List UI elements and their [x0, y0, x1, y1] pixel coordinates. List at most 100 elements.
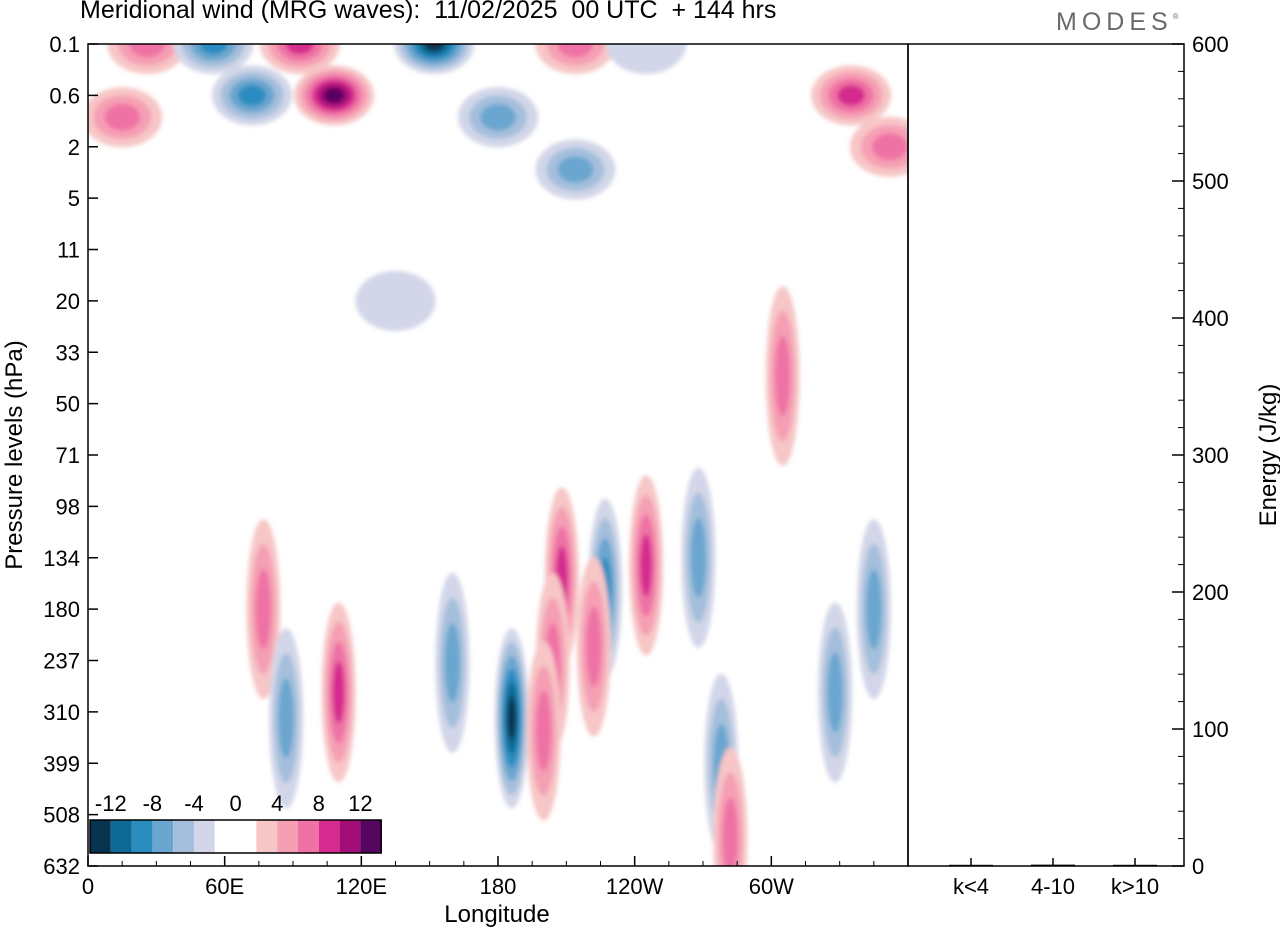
contour-band: [775, 336, 791, 416]
energy-tick-label: 300: [1192, 443, 1229, 468]
colorbar-swatch: [360, 820, 382, 853]
wind-anomaly: [811, 65, 892, 126]
contour-band: [238, 85, 266, 106]
wind-anomaly: [818, 602, 853, 783]
wind-anomaly: [494, 628, 529, 809]
colorbar-swatch: [152, 820, 174, 853]
wind-anomaly: [212, 65, 292, 126]
x-tick-label: 60E: [205, 874, 244, 899]
y-tick-label: 180: [43, 597, 80, 622]
brand-text: MODES: [1056, 8, 1173, 36]
contour-band: [837, 85, 865, 106]
energy-tick-label: 100: [1192, 717, 1229, 742]
wind-anomaly: [294, 65, 374, 126]
energy-category-label: k>10: [1111, 874, 1159, 899]
energy-tick-label: 0: [1192, 854, 1204, 879]
wind-anomaly: [259, 44, 340, 74]
x-axis-title: Longitude: [444, 901, 549, 928]
colorbar-label: -12: [95, 791, 127, 816]
wind-anomaly: [576, 556, 611, 737]
energy-tick-label: 200: [1192, 580, 1229, 605]
wind-anomaly: [355, 270, 436, 331]
colorbar-swatch: [298, 820, 319, 853]
y-tick-label: 33: [56, 340, 80, 365]
wind-anomaly: [88, 87, 163, 148]
y-axis: 0.1 0.6 2 5 11 20 33 50 71 98 134 180 237 310 399 508 63…: [43, 32, 98, 879]
x-tick-label: 180: [480, 874, 517, 899]
contour-band: [606, 44, 687, 74]
colorbar-label: 8: [313, 791, 325, 816]
y-tick-label: 50: [56, 392, 80, 417]
wind-anomaly: [246, 519, 281, 700]
colorbar-label: 0: [229, 791, 241, 816]
chart-title: Meridional wind (MRG waves): 11/02/2025 …: [80, 0, 777, 24]
contour-band: [129, 44, 165, 58]
wind-anomaly: [849, 116, 908, 177]
colorbar-label: 4: [271, 791, 283, 816]
colorbar-label: -8: [143, 791, 163, 816]
x-tick-label: 120W: [606, 874, 664, 899]
wind-anomaly: [606, 44, 687, 74]
energy-axis: 0 100 200 300 400 500 600: [1172, 32, 1229, 879]
colorbar-swatch: [214, 820, 236, 853]
y-axis-title: Pressure levels (hPa): [1, 340, 28, 569]
y-tick-label: 11: [57, 238, 80, 263]
wind-anomaly: [394, 44, 475, 74]
colorbar-swatch: [277, 820, 298, 853]
y-tick-label: 2: [68, 135, 80, 160]
wind-anomaly: [535, 139, 616, 200]
wind-anomaly: [856, 519, 891, 700]
contour-band: [536, 690, 552, 771]
colorbar-swatch: [235, 820, 257, 853]
wind-anomaly: [535, 44, 616, 74]
x-tick-label: 0: [82, 874, 94, 899]
contour-band: [199, 44, 228, 55]
contour-band: [285, 44, 314, 55]
wind-anomaly: [765, 286, 800, 466]
wind-anomaly: [526, 640, 561, 821]
colorbar-swatch: [194, 820, 215, 853]
contour-band: [355, 270, 436, 331]
energy-plot-frame: [907, 43, 1185, 867]
energy-tick-label: 600: [1192, 32, 1229, 57]
y-tick-label: 237: [43, 649, 80, 674]
contour-band: [444, 622, 460, 703]
colorbar-label: -4: [184, 791, 204, 816]
colorbar-swatch: [131, 820, 153, 853]
contour-band: [557, 156, 594, 183]
y-tick-label: 134: [43, 546, 80, 571]
y-tick-label: 310: [43, 700, 80, 725]
colorbar-swatch: [90, 820, 111, 853]
y-tick-label: 399: [43, 751, 80, 776]
contour-band: [332, 661, 345, 724]
wind-anomaly: [173, 44, 254, 74]
energy-axis-title: Energy (J/kg): [1255, 384, 1280, 527]
energy-bars: k<4 4-10 k>10: [949, 858, 1159, 899]
contour-band: [507, 696, 516, 741]
contour-band: [480, 103, 516, 131]
contour-band: [640, 534, 652, 597]
contour-band: [872, 133, 908, 161]
energy-tick-label: 500: [1192, 169, 1229, 194]
wind-anomaly: [269, 628, 304, 809]
contour-band: [324, 88, 344, 103]
contour-band: [104, 103, 140, 131]
energy-category-label: k<4: [953, 874, 989, 899]
wind-anomaly: [713, 747, 748, 866]
contour-band: [690, 517, 707, 598]
wind-field: [88, 44, 908, 866]
wind-anomaly: [435, 572, 470, 753]
wind-anomaly: [629, 475, 664, 656]
contour-band: [866, 569, 882, 650]
y-tick-label: 0.6: [49, 83, 80, 108]
wind-anomaly: [458, 87, 538, 148]
y-tick-label: 632: [43, 854, 80, 879]
colorbar-label: 12: [348, 791, 372, 816]
modes-logo: MODES®: [1056, 8, 1179, 37]
x-tick-label: 60W: [749, 874, 794, 899]
colorbar-swatch: [339, 820, 361, 853]
x-tick-label: 120E: [336, 874, 387, 899]
y-tick-label: 98: [56, 494, 80, 519]
y-tick-label: 508: [43, 803, 80, 828]
